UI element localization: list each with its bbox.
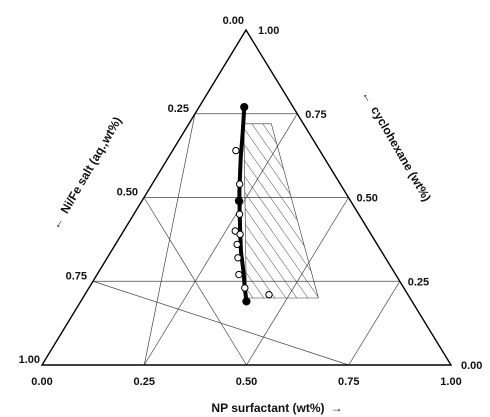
hatched-region <box>243 123 319 299</box>
bottom-tick-label: 0.50 <box>236 376 257 388</box>
bottom-tick-label: 0.00 <box>31 376 52 388</box>
open-point <box>235 270 243 279</box>
tick-labels: 0.00 0.25 0.50 0.75 1.000.000.250.500.751.00… <box>19 15 483 388</box>
filled-point <box>234 196 244 205</box>
left-axis-title: ←Ni/Fe salt (aq.,wt%) <box>49 114 125 231</box>
left-tick-label: 0.00 <box>223 15 244 27</box>
triangle-frame <box>40 28 453 366</box>
filled-point <box>240 102 249 112</box>
grid-line-cyclohexane <box>92 280 349 366</box>
grid-line-np <box>348 281 401 366</box>
bottom-tick-label: 0.25 <box>134 376 155 388</box>
left-tick-label: 0.25 <box>168 103 189 115</box>
right-tick-label: 0.75 <box>305 109 326 121</box>
filled-point <box>242 297 251 306</box>
open-point <box>265 290 273 299</box>
open-point <box>236 230 244 239</box>
right-tick-label: 0.50 <box>357 193 378 205</box>
triangle-outline <box>40 28 453 366</box>
open-point <box>241 284 249 292</box>
right-tick-label: 1.00 <box>258 25 279 37</box>
bottom-axis-title: NP surfactant (wt%) → <box>211 401 342 415</box>
open-point <box>235 210 244 218</box>
right-tick-label: 0.25 <box>408 276 429 288</box>
right-tick-label: 0.00 <box>461 360 482 372</box>
left-tick-label: 0.50 <box>117 187 138 199</box>
data-points <box>231 102 273 306</box>
hatched-area <box>243 123 319 299</box>
left-tick-label: 0.75 <box>66 270 87 282</box>
open-point <box>235 180 244 188</box>
open-point <box>234 254 242 262</box>
bottom-tick-label: 1.00 <box>440 376 461 388</box>
left-tick-label: 1.00 <box>19 354 40 366</box>
open-point <box>232 146 240 155</box>
right-axis-title: ←cyclohexane (wt%) <box>359 88 434 204</box>
bottom-tick-label: 0.75 <box>338 376 359 388</box>
open-point <box>233 240 241 249</box>
